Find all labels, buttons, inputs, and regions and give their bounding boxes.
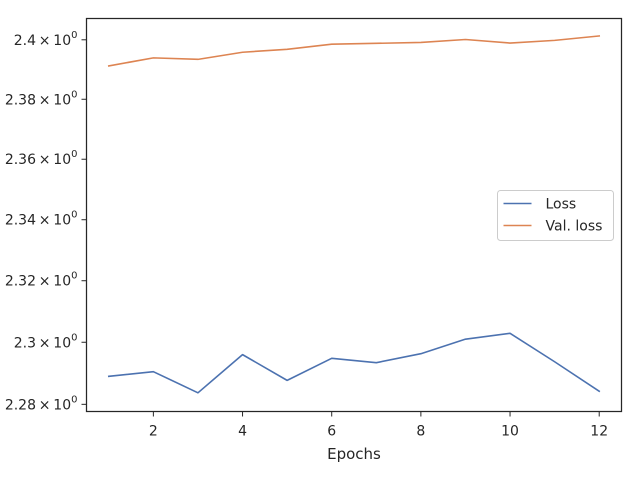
y-tick-label: 2.28 × 100 <box>5 394 78 413</box>
legend-label-1: Val. loss <box>546 219 603 235</box>
legend: Loss Val. loss <box>497 190 614 241</box>
y-tick-label: 2.38 × 100 <box>5 89 78 108</box>
series-line-1 <box>107 35 601 67</box>
y-tick-label: 2.4 × 100 <box>14 30 78 49</box>
axes-frame <box>85 17 623 413</box>
legend-label-0: Loss <box>546 197 577 213</box>
y-tick-label: 2.36 × 100 <box>5 149 78 168</box>
y-tick-label: 2.34 × 100 <box>5 210 78 229</box>
y-axis: 2.28 × 100 2.3 × 100 2.32 × 100 2.34 × 100 2… <box>5 30 87 413</box>
x-tick-label: 4 <box>238 424 247 440</box>
x-tick-label: 8 <box>416 424 425 440</box>
x-tick-label: 2 <box>149 424 158 440</box>
x-tick-label: 12 <box>590 424 608 440</box>
y-tick-label: 2.3 × 100 <box>14 332 78 351</box>
x-tick-label: 6 <box>327 424 336 440</box>
plot-lines <box>107 35 601 394</box>
y-tick-label: 2.32 × 100 <box>5 271 78 290</box>
series-line-0 <box>107 332 601 394</box>
x-axis-title: Epochs <box>327 445 381 463</box>
x-tick-label: 10 <box>501 424 519 440</box>
x-axis: 2 4 6 8 10 12 <box>149 411 608 440</box>
